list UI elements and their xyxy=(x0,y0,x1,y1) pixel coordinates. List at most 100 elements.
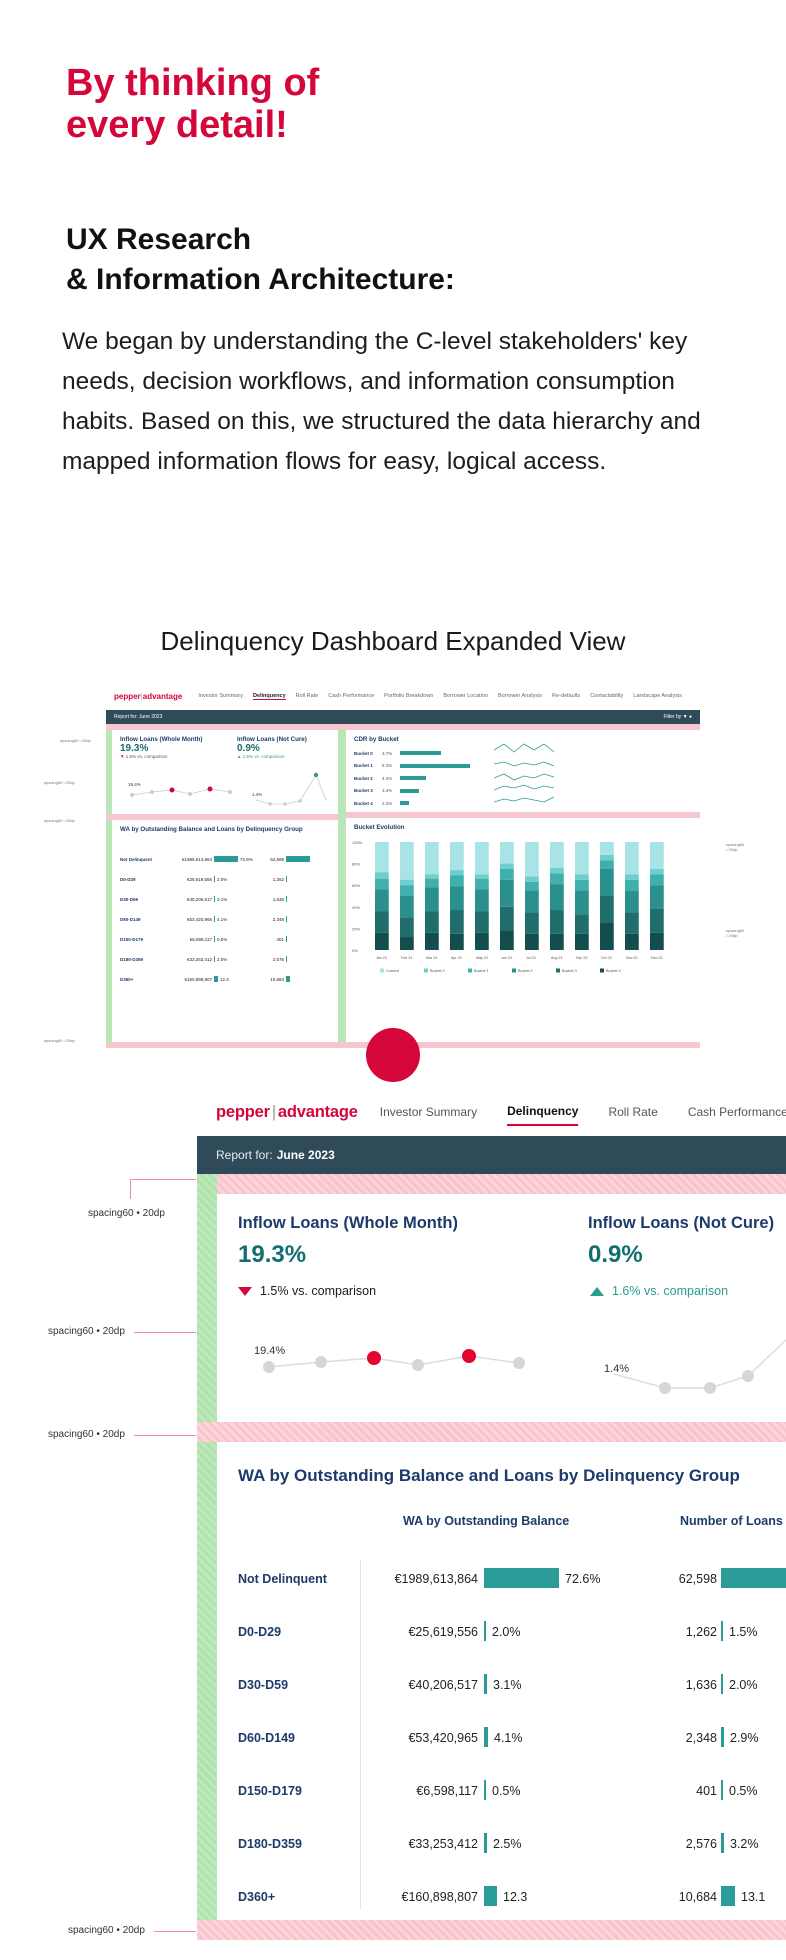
preview-evolution-segment xyxy=(450,870,464,876)
preview-report-bar: Report for: June 2023 Filter by ▼ ● xyxy=(106,710,700,724)
preview-evolution-segment xyxy=(500,863,514,869)
preview-evolution-segment xyxy=(425,878,439,888)
preview-kpi-card: Inflow Loans (Whole Month) 19.3% ▼ 1.5% … xyxy=(112,730,338,814)
preview-tab[interactable]: Borrower Location xyxy=(443,693,489,699)
preview-wa-pct: 4.1% xyxy=(217,916,228,922)
preview-cdr-label: Bucket 3 xyxy=(354,788,373,794)
preview-x-tick: Sep 23 xyxy=(576,956,587,960)
preview-evolution-chart: 100% 80% 60% 40% 20% 0% Jan 23 Feb 23 Mar 23 Apr … xyxy=(352,840,664,973)
tab-delinquency[interactable]: Delinquency xyxy=(507,1098,579,1126)
preview-cdr-pct: 4.2% xyxy=(382,775,393,781)
preview-report-label: Report for: June 2023 xyxy=(114,714,163,720)
preview-cdr-label: Bucket 1 xyxy=(354,763,373,769)
preview-x-tick: Feb 23 xyxy=(401,956,412,960)
preview-wa-row: D60-D149 €53,420,965 4.1% 2,348 xyxy=(120,909,330,929)
balance-amount: €1989,613,864 xyxy=(394,1572,478,1586)
preview-tab[interactable]: Roll Rate xyxy=(295,693,319,699)
kpi-delta-text: 1.5% vs. comparison xyxy=(260,1284,377,1298)
preview-cdr-bar xyxy=(400,801,409,806)
preview-wa-bar xyxy=(214,856,238,862)
balance-amount: €40,206,517 xyxy=(408,1678,478,1692)
preview-cdr-pct: 3.4% xyxy=(382,788,393,794)
preview-evolution-segment xyxy=(625,890,639,913)
preview-tab[interactable]: Borrower Analysis xyxy=(498,693,543,699)
preview-evolution-segment xyxy=(450,842,464,871)
preview-cdr-title: CDR by Bucket xyxy=(354,736,399,743)
svg-text:19.4%: 19.4% xyxy=(128,782,141,787)
preview-evolution-segment xyxy=(550,910,564,934)
preview-tab[interactable]: Landscape Analysis xyxy=(633,693,682,699)
preview-cdr-row: Bucket 2 4.2% xyxy=(354,772,692,785)
tab-roll-rate[interactable]: Roll Rate xyxy=(608,1105,658,1119)
preview-evolution-segment xyxy=(425,932,439,950)
preview-filter[interactable]: Filter by ▼ ● xyxy=(663,714,692,720)
preview-evolution-segment xyxy=(550,867,564,874)
preview-wa-label: Not Delinquent xyxy=(120,856,152,862)
col-head-loans: Number of Loans xyxy=(680,1514,783,1528)
preview-cdr-pct: 6.3% xyxy=(382,763,393,769)
preview-tab[interactable]: Portfolio Breakdown xyxy=(384,693,434,699)
loans-pct: 2.0% xyxy=(729,1678,758,1692)
preview-cdr-label: Bucket 2 xyxy=(354,775,373,781)
preview-y-tick: 80% xyxy=(352,862,360,867)
preview-evolution-segment xyxy=(400,917,414,938)
loans-count: 10,684 xyxy=(678,1890,717,1904)
preview-tab[interactable]: Cash Performance xyxy=(328,693,375,699)
loans-bar xyxy=(721,1886,735,1906)
preview-evolution-segment xyxy=(475,878,489,890)
spacing-note: spacing60 • 20dp xyxy=(48,1429,125,1440)
preview-cdr-bar xyxy=(400,788,419,793)
dashboard-preview: pepper|advantage Investor Summary Delinq… xyxy=(44,684,744,1048)
preview-tab-active[interactable]: Delinquency xyxy=(252,692,286,700)
loans-pct: 3.2% xyxy=(730,1837,759,1851)
preview-spacing-note: spacing60 • 20dp xyxy=(44,1038,75,1043)
sparkline-not-cure: 1.4% xyxy=(604,1339,786,1394)
balance-bar xyxy=(484,1621,486,1641)
preview-legend-label: Bucket 3 xyxy=(562,969,577,973)
svg-text:1.4%: 1.4% xyxy=(252,792,262,797)
loans-bar xyxy=(721,1568,786,1588)
preview-wa-label: D360+ xyxy=(120,976,134,982)
spacing-band-middle xyxy=(197,1422,786,1442)
preview-evolution-segment xyxy=(425,911,439,933)
preview-wa-loans: 1,262 xyxy=(272,876,284,882)
tab-cash-performance[interactable]: Cash Performance xyxy=(687,1105,786,1119)
preview-wa-bar xyxy=(214,916,215,922)
tab-investor-summary[interactable]: Investor Summary xyxy=(379,1105,478,1119)
preview-wa-bar xyxy=(214,936,215,942)
preview-evolution-segment xyxy=(450,933,464,950)
kpi-title-not-cure: Inflow Loans (Not Cure) xyxy=(588,1214,775,1232)
preview-wa-row: D150-D179 €6,598,117 0.5% 401 xyxy=(120,929,330,949)
preview-tab[interactable]: Re-defaults xyxy=(552,693,581,699)
hero-title-line1: By thinking of xyxy=(66,62,320,104)
table-row-label: Not Delinquent xyxy=(238,1572,327,1586)
preview-kpi-value: 19.3% xyxy=(120,743,149,754)
preview-wa-amount: €33,253,412 xyxy=(186,956,212,962)
preview-wa-amount: €53,420,965 xyxy=(186,916,212,922)
spacing-column-left xyxy=(197,1174,217,1924)
preview-wa-title: WA by Outstanding Balance and Loans by D… xyxy=(120,826,303,833)
preview-wa-card: WA by Outstanding Balance and Loans by D… xyxy=(112,820,338,1042)
preview-wa-loans-bar xyxy=(286,936,287,942)
preview-evolution-segment xyxy=(400,879,414,886)
balance-pct: 2.0% xyxy=(492,1625,521,1639)
preview-evolution-segment xyxy=(525,890,539,913)
preview-evolution-segment xyxy=(600,860,614,869)
report-bar: Report for: June 2023 xyxy=(197,1136,786,1174)
preview-cdr-row: Bucket 3 3.4% xyxy=(354,785,692,798)
preview-pink-band xyxy=(106,724,700,730)
preview-x-tick: Aug 23 xyxy=(551,956,562,960)
preview-x-tick: Dec 23 xyxy=(651,956,662,960)
preview-legend-swatch xyxy=(600,968,604,973)
preview-tab[interactable]: Contactability xyxy=(590,693,624,699)
preview-evolution-segment xyxy=(525,842,539,877)
loans-count: 2,348 xyxy=(685,1731,717,1745)
balance-pct: 3.1% xyxy=(493,1678,522,1692)
preview-evolution-segment xyxy=(550,884,564,911)
loans-count: 1,636 xyxy=(685,1678,717,1692)
pepper-advantage-logo[interactable]: pepper | advantage xyxy=(216,1102,358,1121)
preview-tab[interactable]: Investor Summary xyxy=(198,693,243,699)
loans-bar xyxy=(721,1833,724,1853)
preview-kpi-title: Inflow Loans (Whole Month) xyxy=(120,736,203,743)
preview-cdr-pct: 2.2% xyxy=(382,800,393,806)
